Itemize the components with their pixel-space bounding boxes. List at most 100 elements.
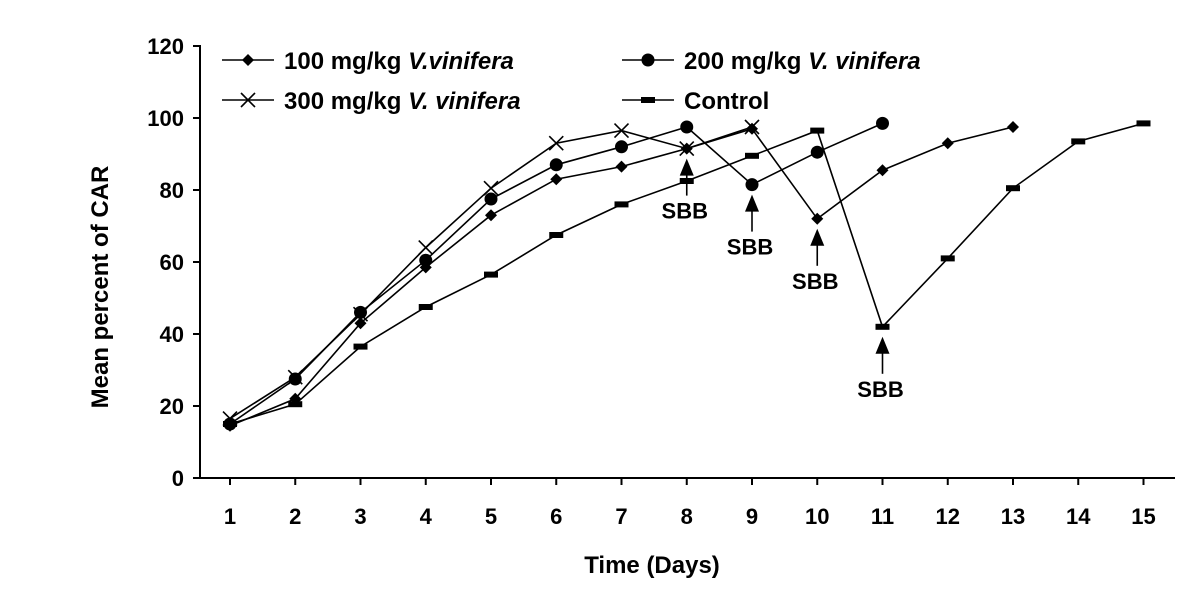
annotation-label: SBB xyxy=(662,199,708,224)
data-point-dash xyxy=(223,421,237,427)
x-ticks: 1 2 3 4 5 6 7 8 9 10 11 12 13 14 15 xyxy=(224,478,1156,529)
legend: 100 mg/kg V.vinifera 200 mg/kg V. vinifer… xyxy=(222,48,921,115)
y-axis-title: Mean percent of CAR xyxy=(87,166,114,409)
data-point-x-stroke xyxy=(418,240,434,256)
x-tick-label: 1 xyxy=(224,504,236,529)
annotation-sbb: SBB xyxy=(792,228,838,294)
data-point-diamond xyxy=(876,164,889,177)
data-point-dash xyxy=(418,304,433,310)
data-point-circle xyxy=(615,140,628,154)
legend-label-species: V.vinifera xyxy=(408,48,514,75)
data-point-diamond xyxy=(746,122,758,135)
data-point-x xyxy=(613,123,630,139)
data-point-x-stroke xyxy=(483,180,499,196)
arrow-icon xyxy=(875,336,890,354)
arrow-icon xyxy=(810,228,825,246)
data-point-diamond xyxy=(615,160,628,173)
x-tick-label: 8 xyxy=(681,504,693,529)
annotation-sbb: SBB xyxy=(857,336,904,402)
x-tick-label: 10 xyxy=(805,504,829,529)
data-point-x-stroke xyxy=(240,92,256,108)
data-point-dash xyxy=(549,232,564,238)
data-point-dash xyxy=(875,323,890,330)
y-tick-label: 40 xyxy=(160,322,184,347)
data-point-x xyxy=(418,240,434,256)
x-tick-label: 15 xyxy=(1131,504,1155,529)
data-point-circle xyxy=(484,192,498,206)
x-tick-label: 5 xyxy=(485,504,497,529)
y-tick-label: 80 xyxy=(160,178,184,203)
x-tick-label: 7 xyxy=(615,504,627,529)
data-point-x-stroke xyxy=(679,141,695,157)
x-tick-label: 12 xyxy=(936,504,960,529)
data-point-dash xyxy=(745,152,759,159)
data-point-circle xyxy=(876,116,889,130)
y-tick-label: 120 xyxy=(147,34,184,59)
x-tick-label: 13 xyxy=(1001,504,1025,529)
x-tick-label: 2 xyxy=(289,504,301,529)
x-tick-label: 9 xyxy=(746,504,758,529)
x-tick-label: 6 xyxy=(550,504,562,529)
annotation-layer: SBB SBB SBB SBB xyxy=(662,158,904,402)
legend-item-4: Control xyxy=(622,88,769,115)
data-point-dash xyxy=(614,201,629,208)
x-tick-label: 11 xyxy=(871,504,894,529)
legend-label-prefix: 100 mg/kg xyxy=(284,48,408,75)
x-tick-label: 3 xyxy=(354,504,366,529)
data-point-circle xyxy=(680,120,694,134)
legend-label: 300 mg/kg V. vinifera xyxy=(284,88,521,115)
data-point-diamond xyxy=(550,173,563,186)
data-point-x-stroke xyxy=(287,369,303,385)
annotation-sbb: SBB xyxy=(662,158,708,224)
annotation-label: SBB xyxy=(727,235,773,260)
legend-label: Control xyxy=(684,88,769,115)
y-tick-label: 20 xyxy=(160,394,184,419)
data-point-circle xyxy=(354,305,367,319)
data-point-x xyxy=(548,135,564,151)
x-axis-title: Time (Days) xyxy=(584,552,720,579)
legend-label: 100 mg/kg V.vinifera xyxy=(284,48,514,75)
data-point-x-stroke xyxy=(613,123,630,139)
annotation-sbb: SBB xyxy=(727,194,773,260)
data-point-dash xyxy=(1006,185,1020,192)
data-point-dash xyxy=(353,343,368,350)
legend-item-3: 300 mg/kg V. vinifera xyxy=(222,88,521,115)
data-point-dash xyxy=(940,255,955,262)
legend-label-prefix: 200 mg/kg xyxy=(684,48,808,75)
x-tick-label: 14 xyxy=(1066,504,1091,529)
data-point-x xyxy=(483,180,499,196)
data-point-dash xyxy=(1136,120,1151,127)
data-point-x-stroke xyxy=(744,119,760,135)
legend-item-2: 200 mg/kg V. vinifera xyxy=(622,48,921,75)
data-point-circle xyxy=(419,253,433,267)
y-tick-label: 100 xyxy=(147,106,184,131)
x-tick-label: 4 xyxy=(420,504,433,529)
data-point-circle xyxy=(549,158,563,172)
data-point-dash xyxy=(288,401,303,408)
annotation-label: SBB xyxy=(792,269,838,294)
data-point-diamond xyxy=(485,209,497,222)
data-point-dash xyxy=(641,97,655,103)
legend-label-prefix: 300 mg/kg xyxy=(284,88,408,115)
data-point-diamond xyxy=(941,137,954,150)
series-layer xyxy=(222,116,1151,432)
data-point-diamond xyxy=(354,317,367,330)
data-point-x xyxy=(679,141,695,157)
data-point-circle xyxy=(810,145,824,159)
legend-label: 200 mg/kg V. vinifera xyxy=(684,48,921,75)
y-tick-label: 60 xyxy=(160,250,184,275)
legend-item-1: 100 mg/kg V.vinifera xyxy=(222,48,514,75)
data-point-dash xyxy=(1071,138,1086,145)
data-point-diamond xyxy=(242,54,254,66)
legend-label-species: V. vinifera xyxy=(408,88,521,115)
arrow-icon xyxy=(679,158,694,176)
data-point-diamond xyxy=(1007,121,1019,133)
legend-label-species: V. vinifera xyxy=(808,48,921,75)
data-point-dash xyxy=(484,271,498,278)
data-point-circle xyxy=(745,178,759,192)
data-point-circle xyxy=(288,372,302,386)
data-point-x xyxy=(287,369,303,385)
y-tick-label: 0 xyxy=(172,466,184,491)
y-ticks: 0 20 40 60 80 100 120 xyxy=(147,34,200,491)
